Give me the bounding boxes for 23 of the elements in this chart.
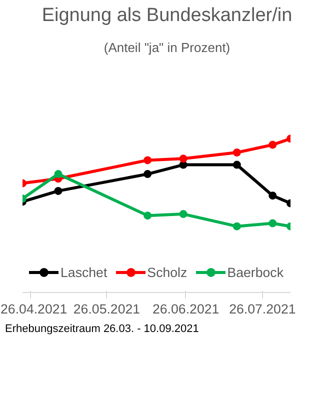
- point: [144, 170, 152, 178]
- point: [268, 141, 277, 150]
- point: [179, 210, 188, 218]
- point: [144, 156, 152, 165]
- chart-subtitle: (Anteil "ja" in Prozent): [104, 40, 230, 56]
- point: [268, 220, 277, 228]
- point: [232, 222, 241, 231]
- point: [54, 187, 62, 196]
- legend-label: Scholz: [147, 264, 188, 280]
- x-tick-label: 26.07.2021: [229, 302, 296, 317]
- point: [232, 148, 241, 157]
- legend-label: Baerbock: [227, 264, 284, 280]
- text: Erhebungszeitraum 26.03. - 10.09.2021: [5, 323, 199, 337]
- x-tick-label: 26.05.2021: [73, 302, 140, 317]
- legend-label: Laschet: [60, 264, 108, 280]
- point: [144, 212, 152, 220]
- point: [179, 155, 188, 164]
- x-tick-label: 26.04.2021: [0, 302, 68, 317]
- point: [232, 161, 241, 170]
- point: [54, 170, 62, 178]
- point: [268, 192, 277, 200]
- chart-title: Eignung als Bundeskanzler/in: [42, 5, 292, 28]
- x-tick-label: 26.06.2021: [152, 302, 220, 317]
